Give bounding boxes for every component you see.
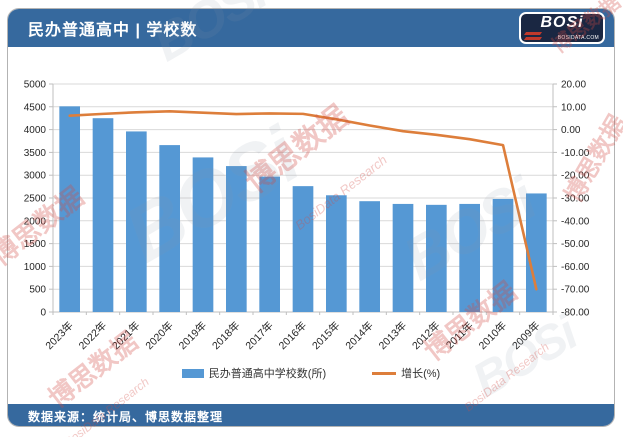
right-axis-label: 10.00 (561, 102, 586, 113)
x-axis-label: 2012年 (409, 319, 442, 352)
bar-2014年 (359, 201, 380, 312)
legend-item-schools: 民办普通高中学校数(所) (181, 365, 327, 381)
left-axis-label: 2500 (24, 194, 47, 205)
x-axis-label: 2023年 (43, 319, 76, 352)
report-header: 民办普通高中 | 学校数 BOSi BOSIDATA.COM (8, 9, 614, 47)
bar-2019年 (192, 157, 214, 312)
bar-line-chart: 0 -80.00 500 -70.00 1000 -60.00 1500 -50.00 2000… (24, 80, 590, 353)
left-axis-label: 3500 (24, 148, 47, 159)
x-axis-label: 2017年 (243, 319, 276, 352)
bar-2015年 (326, 195, 347, 312)
logo-stripes-icon (523, 30, 543, 40)
bosi-logo: BOSi BOSIDATA.COM (519, 12, 605, 44)
bar-2018年 (226, 166, 247, 312)
x-axis-label: 2016年 (276, 319, 309, 352)
left-axis-label: 3000 (24, 171, 47, 182)
x-axis-label: 2011年 (443, 319, 476, 352)
growth-line (68, 110, 538, 291)
left-axis-label: 4500 (24, 102, 47, 113)
x-axis-label: 2009年 (509, 319, 542, 352)
right-axis-label: -50.00 (561, 239, 590, 250)
logo-domain-text: BOSIDATA.COM (557, 35, 599, 41)
right-axis-label: -40.00 (561, 216, 590, 227)
report-card: 民办普通高中 | 学校数 BOSi BOSIDATA.COM 0 -80.00 50… (7, 8, 615, 427)
logo-wordmark: BOSi (540, 14, 584, 31)
chart-area: 0 -80.00 500 -70.00 1000 -60.00 1500 -50.00 2000… (8, 47, 614, 404)
page-title: 民办普通高中 | 学校数 (28, 22, 198, 39)
right-axis-label: -30.00 (561, 194, 590, 205)
x-axis-label: 2010年 (476, 319, 509, 352)
bar-2020年 (159, 145, 180, 312)
x-axis-label: 2013年 (376, 319, 409, 352)
left-axis-label: 4000 (24, 125, 47, 136)
bar-2012年 (426, 204, 447, 312)
right-axis-label: -80.00 (561, 308, 590, 319)
legend-item-growth: 增长(%) (372, 365, 440, 381)
legend-label-growth: 增长(%) (401, 368, 441, 380)
left-axis-label: 0 (40, 308, 46, 319)
right-axis-label: -20.00 (561, 171, 590, 182)
bar-2023年 (59, 106, 80, 313)
bar-series-swatch-icon (181, 368, 204, 378)
right-axis-label: 0.00 (561, 125, 581, 136)
right-axis-label: -10.00 (561, 148, 590, 159)
bar-2013年 (392, 203, 414, 312)
x-axis-label: 2014年 (343, 319, 376, 352)
left-axis-label: 1000 (24, 262, 47, 273)
x-axis-label: 2020年 (143, 319, 176, 352)
x-axis-label: 2022年 (76, 319, 109, 352)
chart-legend: 民办普通高中学校数(所) 增长(%) (8, 365, 614, 381)
bar-2021年 (126, 131, 147, 312)
line-series-swatch-icon (372, 371, 397, 375)
bar-2017年 (259, 176, 280, 312)
left-axis-label: 1500 (24, 239, 47, 250)
right-axis-label: -70.00 (561, 285, 590, 296)
left-axis-label: 2000 (24, 216, 47, 227)
x-axis-label: 2015年 (309, 319, 342, 352)
right-axis-label: -60.00 (561, 262, 590, 273)
x-axis-label: 2019年 (176, 319, 209, 352)
x-axis-label: 2021年 (109, 319, 142, 352)
legend-label-schools: 民办普通高中学校数(所) (208, 368, 327, 380)
bar-2016年 (292, 186, 314, 312)
left-axis-label: 5000 (24, 80, 47, 91)
bar-2010年 (492, 198, 514, 312)
x-axis-label: 2018年 (209, 319, 242, 352)
report-footer: 数据来源：统计局、博思数据整理 (8, 404, 614, 426)
left-axis-label: 500 (29, 285, 46, 296)
data-source-text: 数据来源：统计局、博思数据整理 (28, 409, 224, 424)
bar-2011年 (459, 203, 480, 312)
bar-2022年 (92, 118, 114, 312)
right-axis-label: 20.00 (561, 80, 586, 91)
bar-2009年 (526, 193, 547, 312)
